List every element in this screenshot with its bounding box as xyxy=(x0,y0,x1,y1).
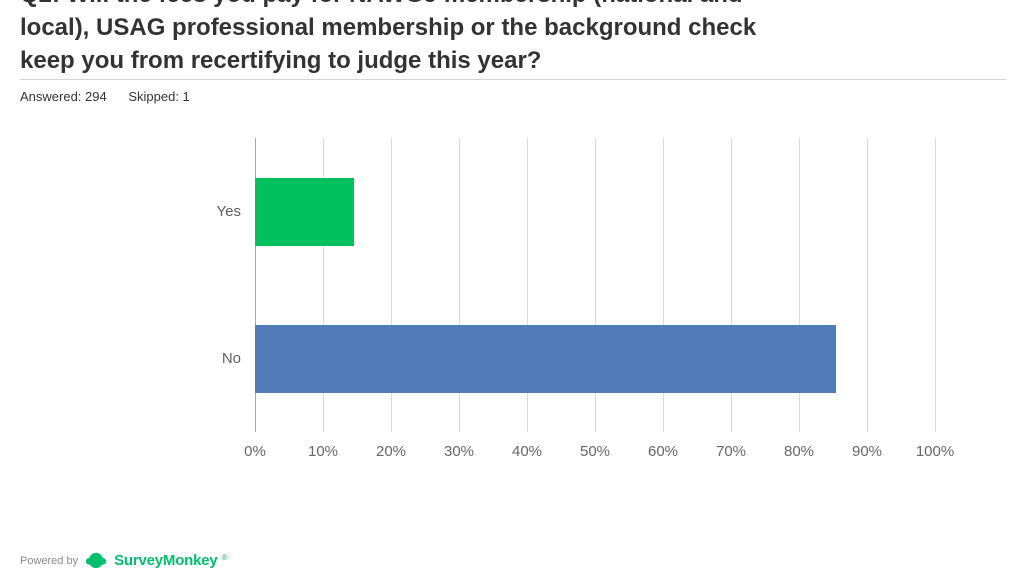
x-axis-line xyxy=(254,138,256,432)
plot-area xyxy=(254,138,936,432)
answered-count: Answered: 294 xyxy=(20,89,107,104)
brand-wordmark: SurveyMonkey ® xyxy=(114,552,227,569)
bar-no[interactable] xyxy=(255,324,836,393)
footer: Powered by SurveyMonkey ® xyxy=(20,552,227,569)
x-axis-tick-label: 40% xyxy=(511,443,543,460)
question-title-line-1: Q2: Will the fees you pay for NAWGJ memb… xyxy=(20,0,1006,11)
bars-container xyxy=(255,138,935,432)
response-stats: Answered: 294 Skipped: 1 xyxy=(20,89,190,104)
bar-yes[interactable] xyxy=(255,177,355,246)
grid-line xyxy=(526,138,528,432)
x-axis-tick-label: 100% xyxy=(915,443,955,460)
y-axis-category-labels: Yes No xyxy=(0,138,241,432)
grid-line xyxy=(934,138,936,432)
category-label-yes: Yes xyxy=(216,203,241,220)
x-axis-tick-label: 30% xyxy=(443,443,475,460)
grid-line xyxy=(662,138,664,432)
skipped-count: Skipped: 1 xyxy=(128,89,190,104)
grid-line xyxy=(390,138,392,432)
question-title: Q2: Will the fees you pay for NAWGJ memb… xyxy=(20,0,1006,77)
grid-line xyxy=(866,138,868,432)
x-axis-tick-label: 0% xyxy=(244,443,266,460)
x-axis-tick-label: 60% xyxy=(647,443,679,460)
grid-line xyxy=(730,138,732,432)
title-divider xyxy=(20,79,1006,80)
brand-name: SurveyMonkey xyxy=(114,552,218,569)
x-axis-tick-label: 80% xyxy=(783,443,815,460)
x-axis-tick-label: 70% xyxy=(715,443,747,460)
grid-line xyxy=(594,138,596,432)
registered-trademark-symbol: ® xyxy=(221,553,228,562)
question-title-line-3: keep you from recertifying to judge this… xyxy=(20,47,542,74)
grid-line xyxy=(322,138,324,432)
x-axis-tick-label: 10% xyxy=(307,443,339,460)
powered-by-label: Powered by xyxy=(20,554,79,567)
x-axis-tick-label: 50% xyxy=(579,443,611,460)
x-axis-tick-label: 90% xyxy=(851,443,883,460)
x-axis-tick-label: 20% xyxy=(375,443,407,460)
bar-row-no xyxy=(255,285,935,432)
category-label-no: No xyxy=(221,350,241,367)
grid-line xyxy=(798,138,800,432)
x-axis-tick-labels: 0% 10% 20% 30% 40% 50% 60% 70% 80% 90% 100% xyxy=(244,443,954,463)
surveymonkey-logo-icon xyxy=(85,552,107,569)
grid-line xyxy=(458,138,460,432)
bar-row-yes xyxy=(255,138,935,285)
question-title-line-2: local), USAG professional membership or … xyxy=(20,14,757,41)
